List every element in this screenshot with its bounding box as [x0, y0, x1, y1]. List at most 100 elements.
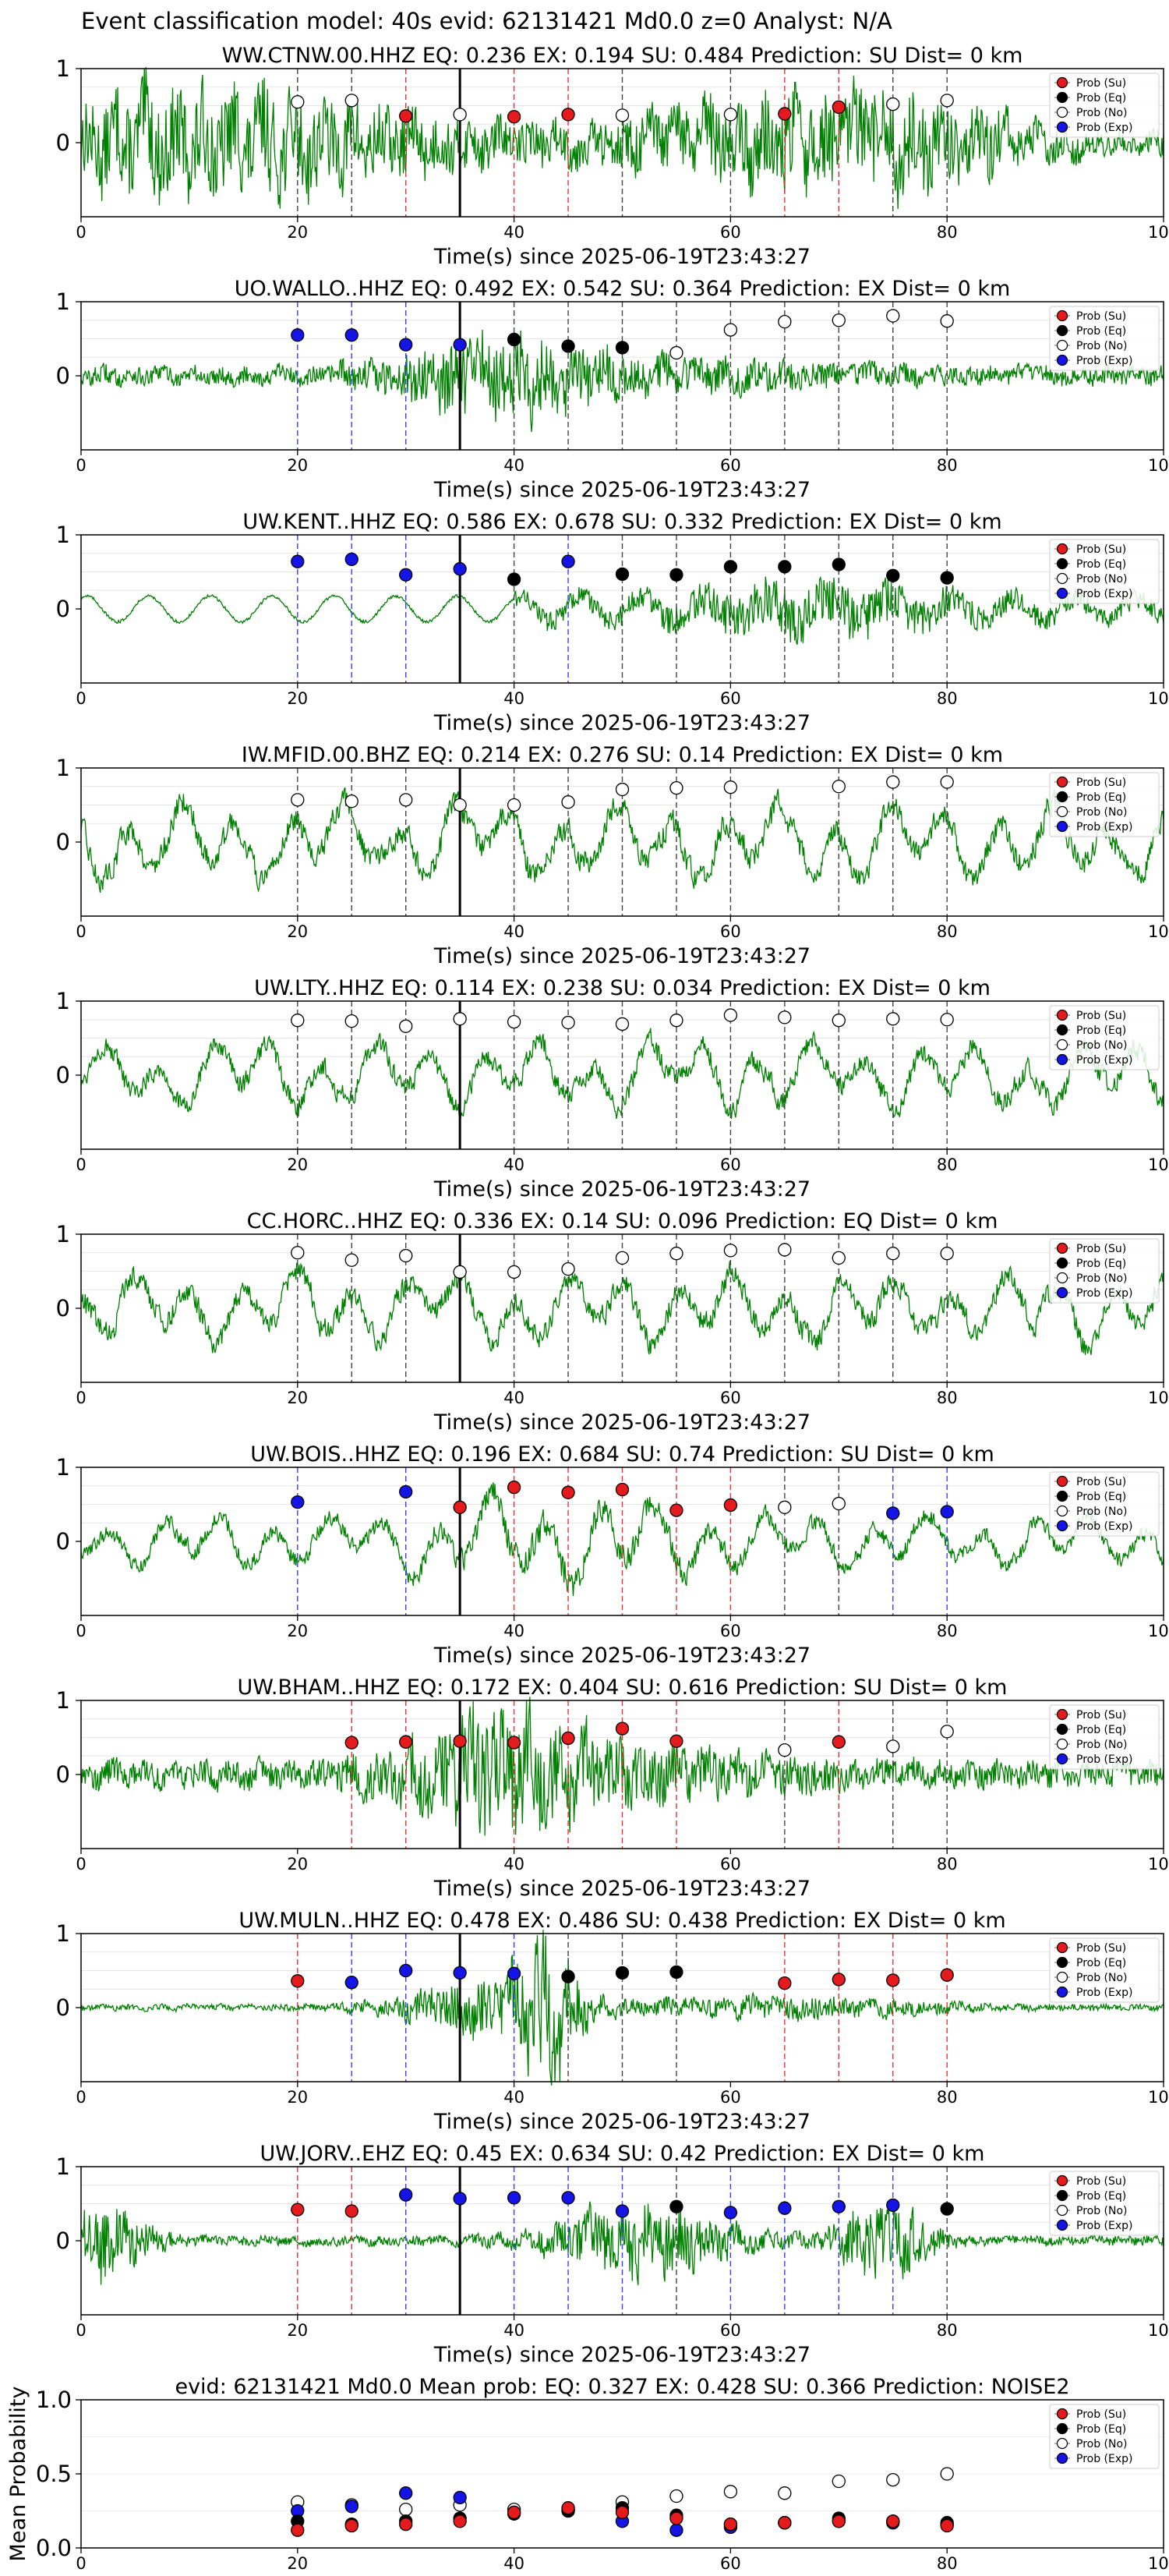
legend-entry-eq: Prob (Eq): [1076, 92, 1126, 104]
xtick-label: 20: [287, 2088, 308, 2107]
legend-entry-no: Prob (No): [1076, 2438, 1128, 2450]
legend-marker-eq: [1056, 91, 1068, 104]
ytick-label: 0: [56, 1761, 70, 1788]
panel-title: UW.BOIS..HHZ EQ: 0.196 EX: 0.684 SU: 0.7…: [250, 1442, 994, 1467]
prob-point-exp: [832, 2199, 846, 2213]
xtick-label: 0: [76, 1855, 86, 1874]
legend-entry-exp: Prob (Exp): [1076, 1287, 1133, 1300]
prob-point-su: [832, 1973, 846, 1987]
prob-point-no: [723, 1244, 738, 1258]
prob-point-exp: [778, 2201, 792, 2215]
prob-point-no: [669, 1247, 683, 1261]
legend: Prob (Su) Prob (Eq) Prob (No) Prob (Exp): [1049, 1238, 1160, 1304]
ytick-label: 1: [56, 522, 70, 548]
xtick-label: 60: [720, 2321, 741, 2340]
panel-9: 01020406080100UW.MULN..HHZ EQ: 0.478 EX:…: [56, 1909, 1169, 2134]
xtick-label: 0: [76, 1389, 86, 1407]
prob-point-no: [778, 314, 792, 329]
mean-point-su: [507, 2505, 521, 2520]
xtick-label: 100: [1148, 456, 1169, 475]
xtick-label: 100: [1148, 1855, 1169, 1874]
prob-point-no: [669, 1014, 683, 1028]
legend-box: [1049, 1471, 1160, 1537]
prob-point-su: [886, 1973, 900, 1987]
panel-2: 01020406080100UO.WALLO..HHZ EQ: 0.492 EX…: [56, 277, 1169, 502]
xtick-label: 20: [287, 1389, 308, 1407]
xtick-label: 60: [720, 223, 741, 242]
x-axis-label: Time(s) since 2025-06-19T23:43:27: [433, 944, 811, 968]
legend-marker-eq: [1056, 1723, 1068, 1736]
prob-point-exp: [507, 2191, 521, 2205]
xtick-label: 40: [503, 223, 524, 242]
legend-entry-no: Prob (No): [1076, 1739, 1128, 1751]
mean-point-su: [723, 2517, 738, 2532]
prob-point-su: [669, 1734, 683, 1748]
prob-point-su: [940, 1968, 954, 1982]
legend-marker-exp: [1056, 354, 1068, 366]
prob-point-no: [561, 1262, 575, 1276]
legend-entry-exp: Prob (Exp): [1076, 1987, 1133, 1999]
prob-point-eq: [507, 332, 521, 347]
prob-point-exp: [561, 2191, 575, 2205]
prob-point-su: [453, 1500, 467, 1514]
legend-box: [1049, 73, 1160, 138]
prob-point-no: [507, 798, 521, 812]
prob-point-exp: [453, 338, 467, 352]
legend-entry-exp: Prob (Exp): [1076, 2220, 1133, 2232]
prob-point-no: [615, 108, 630, 122]
legend-entry-eq: Prob (Eq): [1076, 558, 1126, 571]
legend-marker-su: [1056, 1242, 1068, 1254]
legend-marker-no: [1056, 572, 1068, 585]
x-axis-label: Time(s) since 2025-06-19T23:43:27: [433, 1644, 811, 1668]
legend-marker-no: [1056, 339, 1068, 352]
xtick-label: 100: [1148, 2554, 1169, 2573]
legend-entry-su: Prob (Su): [1076, 1709, 1126, 1721]
prob-point-exp: [399, 338, 413, 352]
legend-box: [1049, 2171, 1160, 2236]
ytick-label: 0.5: [36, 2461, 72, 2487]
legend-entry-eq: Prob (Eq): [1076, 1957, 1126, 1969]
x-axis-label: Time(s) since 2025-06-19T23:43:27: [433, 1877, 811, 1901]
legend-entry-su: Prob (Su): [1076, 77, 1126, 90]
x-axis-label: Time(s) since 2025-06-19T23:43:27: [433, 245, 811, 269]
mean-point-no: [832, 2474, 846, 2489]
prob-point-no: [291, 1014, 305, 1028]
xtick-label: 60: [720, 922, 741, 941]
prob-point-no: [453, 1012, 467, 1026]
prob-point-no: [669, 781, 683, 795]
xtick-label: 0: [76, 689, 86, 708]
legend-entry-exp: Prob (Exp): [1076, 2453, 1133, 2465]
xtick-label: 0: [76, 1622, 86, 1640]
prob-point-no: [940, 94, 954, 108]
legend-entry-su: Prob (Su): [1076, 543, 1126, 556]
prob-point-no: [778, 1500, 792, 1514]
legend: Prob (Su) Prob (Eq) Prob (No) Prob (Exp): [1049, 1471, 1160, 1537]
xtick-label: 0: [76, 223, 86, 242]
ytick-label: 0: [56, 1994, 70, 2021]
legend-box: [1049, 1005, 1160, 1070]
ytick-label: 1: [56, 288, 70, 315]
x-axis-label: Time(s) since 2025-06-19T23:43:27: [433, 1410, 811, 1435]
legend-box: [1049, 539, 1160, 604]
legend-entry-no: Prob (No): [1076, 1272, 1128, 1285]
prob-point-no: [561, 795, 575, 809]
panel-title: CC.HORC..HHZ EQ: 0.336 EX: 0.14 SU: 0.09…: [247, 1209, 998, 1233]
mean-point-no: [399, 2502, 413, 2517]
legend-marker-eq: [1056, 791, 1068, 803]
xtick-label: 40: [503, 1389, 524, 1407]
panel-10: 01020406080100UW.JORV..EHZ EQ: 0.45 EX: …: [56, 2142, 1169, 2367]
xtick-label: 60: [720, 1155, 741, 1174]
legend-marker-su: [1056, 543, 1068, 555]
prob-point-su: [399, 109, 413, 123]
prob-point-su: [561, 1485, 575, 1499]
xtick-label: 80: [937, 689, 958, 708]
ytick-label: 1: [56, 55, 70, 82]
prob-point-no: [507, 1265, 521, 1279]
prob-point-no: [291, 793, 305, 807]
prob-point-exp: [344, 552, 358, 566]
prob-point-no: [778, 1010, 792, 1024]
ytick-label: 1.0: [36, 2387, 72, 2413]
legend-marker-su: [1056, 76, 1068, 89]
prob-point-no: [886, 1739, 900, 1753]
